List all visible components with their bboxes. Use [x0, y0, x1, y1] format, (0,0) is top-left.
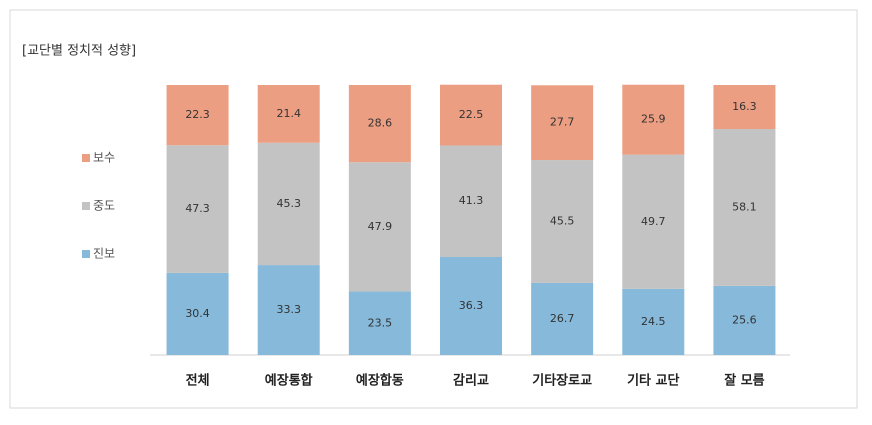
bar-segment — [348, 85, 411, 163]
x-tick-label: 감리교 — [453, 373, 489, 389]
data-label: 41.3 — [459, 194, 484, 207]
data-label: 23.5 — [368, 316, 393, 329]
legend-swatch — [82, 154, 90, 162]
x-tick-label: 예장합동 — [356, 373, 404, 389]
bar-segment — [713, 129, 776, 286]
legend-label: 보수 — [93, 151, 115, 165]
legend-swatch — [82, 250, 90, 258]
data-label: 24.5 — [641, 315, 666, 328]
bar-segment — [257, 85, 320, 143]
data-label: 25.6 — [732, 313, 757, 326]
bar-segment — [257, 265, 320, 355]
bar-segment — [257, 142, 320, 266]
bar-segment — [531, 160, 594, 283]
data-label: 47.3 — [185, 202, 210, 215]
data-label: 49.7 — [641, 215, 666, 228]
data-label: 25.9 — [641, 113, 666, 126]
data-label: 22.3 — [185, 108, 210, 121]
data-label: 58.1 — [732, 200, 757, 213]
bar-segment — [166, 85, 229, 146]
bar-segment — [166, 145, 229, 273]
bar-segment — [622, 288, 685, 355]
data-label: 28.6 — [368, 117, 393, 130]
bar-segment — [348, 162, 411, 292]
data-label: 22.5 — [459, 108, 484, 121]
data-label: 21.4 — [276, 107, 301, 120]
chart-title: [교단별 정치적 성향] — [22, 44, 136, 59]
data-label: 36.3 — [459, 299, 484, 312]
data-label: 30.4 — [185, 307, 210, 320]
data-label: 33.3 — [276, 303, 301, 316]
bar-segment — [622, 154, 685, 289]
data-label: 47.9 — [368, 220, 393, 233]
legend-label: 중도 — [93, 199, 115, 213]
data-label: 45.5 — [550, 214, 575, 227]
data-label: 26.7 — [550, 312, 575, 325]
x-tick-label: 기타장로교 — [532, 373, 592, 389]
legend-swatch — [82, 202, 90, 210]
bar-segment — [622, 84, 685, 155]
bar-segment — [440, 145, 502, 257]
x-tick-label: 예장통합 — [265, 373, 313, 389]
bar-segment — [531, 282, 594, 355]
bar-segment — [713, 285, 776, 355]
bar-segment — [713, 85, 776, 130]
data-label: 27.7 — [550, 116, 575, 129]
bar-segment — [348, 291, 411, 355]
x-tick-label: 기타 교단 — [627, 373, 679, 389]
x-tick-label: 전체 — [186, 373, 210, 389]
data-label: 45.3 — [276, 197, 301, 210]
bar-segment — [440, 84, 502, 146]
x-tick-label: 잘 모름 — [724, 374, 764, 389]
legend-label: 진보 — [93, 247, 115, 261]
bar-segment — [166, 272, 229, 355]
bar-segment — [440, 256, 502, 355]
data-label: 16.3 — [732, 100, 757, 113]
bar-segment — [531, 85, 594, 161]
